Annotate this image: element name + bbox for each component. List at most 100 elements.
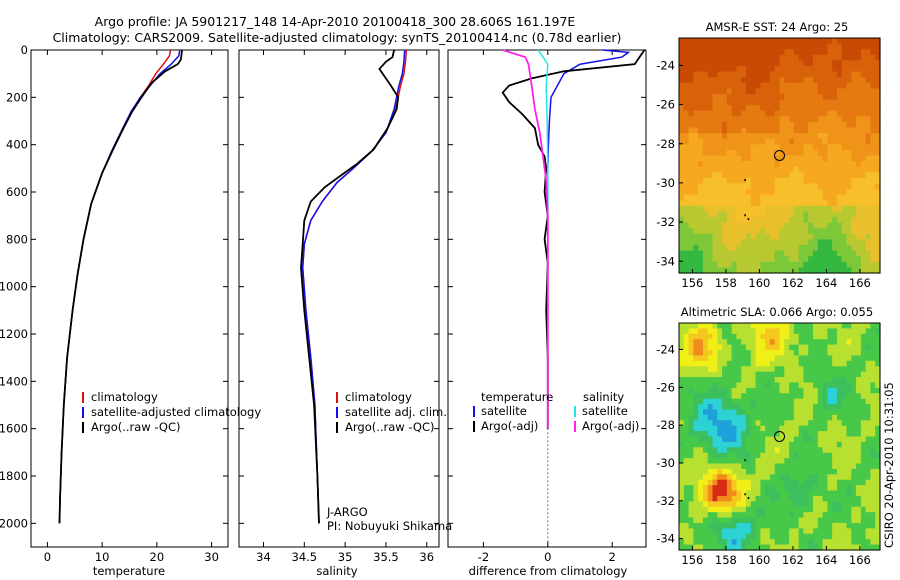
map-x-tick-label: 162 [782, 553, 804, 567]
map-cell [707, 250, 714, 257]
map-cell [856, 458, 862, 465]
map-cell [856, 452, 862, 459]
map-cell [712, 116, 718, 123]
map-cell [688, 189, 694, 196]
map-cell [870, 60, 876, 67]
map-cell [717, 217, 723, 224]
map-cell [712, 420, 718, 427]
map-cell [836, 205, 843, 213]
map-cell [832, 77, 838, 84]
map-cell [702, 474, 709, 481]
map-cell [803, 189, 809, 196]
map-cell [803, 436, 809, 443]
map-cell [741, 217, 747, 224]
map-x-tick-label: 158 [715, 276, 737, 290]
map-cell [784, 105, 790, 112]
map-cell [793, 447, 800, 454]
map-cell [769, 43, 776, 50]
map-cell [793, 144, 800, 151]
map-cell [698, 539, 704, 546]
map-cell [822, 512, 828, 519]
map-cell [789, 82, 795, 89]
map-cell [836, 360, 843, 367]
map-cell [817, 149, 824, 157]
map-cell [875, 116, 881, 123]
map-cell [789, 355, 795, 362]
map-y-tick-label: -28 [656, 418, 675, 432]
map-cell [841, 377, 848, 384]
map-cell [798, 110, 805, 117]
map-cell [875, 211, 881, 218]
map-cell [779, 38, 785, 45]
map-cell [822, 65, 828, 73]
map-cell [803, 82, 809, 89]
map-cell [712, 65, 718, 73]
map-cell [841, 239, 848, 246]
map-cell [827, 366, 833, 373]
map-cell [750, 250, 757, 257]
map-cell [817, 256, 824, 263]
map-cell [760, 200, 766, 207]
map-cell [769, 261, 776, 269]
map-cell [870, 517, 876, 524]
map-y-tick-label: -34 [656, 532, 675, 546]
map-cell [851, 458, 857, 465]
map-cell [750, 350, 757, 357]
map-cell [688, 452, 694, 459]
map-cell [793, 205, 800, 213]
map-cell [702, 328, 709, 335]
map-cell [750, 387, 757, 394]
map-cell [679, 420, 685, 427]
map-cell [755, 495, 761, 502]
map-cell [793, 183, 800, 190]
map-cell [765, 38, 771, 45]
map-cell [779, 431, 785, 438]
map-cell [765, 533, 771, 540]
map-cell [717, 261, 723, 269]
map-cell [717, 414, 723, 421]
map-cell [793, 211, 800, 218]
map-cell [813, 133, 819, 140]
map-cell [688, 501, 694, 508]
map-cell [822, 490, 828, 497]
map-cell [870, 177, 876, 185]
map-cell [851, 382, 857, 389]
map-cell [808, 485, 814, 492]
map-cell [789, 250, 795, 257]
map-cell [760, 382, 766, 389]
map-cell [817, 382, 824, 389]
map-cell [717, 409, 723, 416]
map-cell [870, 533, 876, 540]
map-cell [746, 267, 752, 274]
map-cell [836, 495, 843, 502]
map-cell [731, 414, 738, 421]
map-cell [841, 431, 848, 438]
map-cell [784, 474, 790, 481]
map-cell [760, 544, 766, 551]
map-cell [712, 425, 718, 432]
map-cell [813, 239, 819, 246]
map-cell [860, 222, 867, 229]
map-cell [702, 431, 709, 438]
map-cell [841, 458, 848, 465]
map-cell [870, 339, 876, 346]
map-cell [870, 43, 876, 50]
map-cell [679, 377, 685, 384]
map-cell [841, 463, 848, 470]
map-cell [875, 256, 881, 263]
map-cell [726, 501, 733, 508]
map-cell [798, 479, 805, 486]
map-cell [698, 88, 704, 95]
map-cell [870, 245, 876, 252]
map-cell [822, 93, 828, 101]
map-cell [693, 468, 699, 475]
map-cell [793, 49, 800, 56]
map-cell [750, 38, 757, 45]
map-cell [817, 245, 824, 252]
map-cell [683, 267, 690, 274]
map-cell [860, 183, 867, 190]
map-cell [798, 105, 805, 112]
map-cell [702, 166, 709, 173]
map-cell [851, 222, 857, 229]
map-cell [865, 256, 872, 263]
